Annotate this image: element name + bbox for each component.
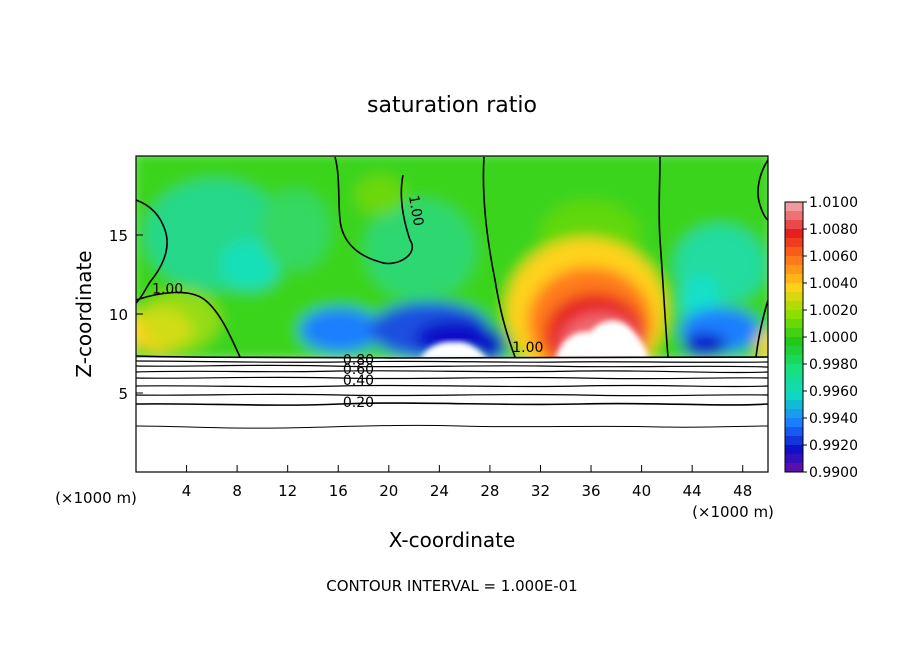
x-tick-label: 48 xyxy=(733,482,752,500)
heatmap-field xyxy=(136,156,768,472)
contour-label: 1.00 xyxy=(512,340,543,356)
y-tick-label: 15 xyxy=(109,227,128,245)
contour-label: 0.60 xyxy=(343,362,374,378)
colorbar-swatch xyxy=(785,283,803,293)
colorbar-swatch xyxy=(785,373,803,383)
x-unit-right: (×1000 m) xyxy=(692,503,774,521)
contour-label: 1.00 xyxy=(152,281,183,297)
colorbar-swatch xyxy=(785,301,803,311)
colorbar-swatch xyxy=(785,265,803,275)
colorbar: 1.0100 1.0080 1.0060 1.0040 1.0020 1.0000 0.99… xyxy=(784,195,858,481)
x-tick-label: 36 xyxy=(581,482,600,500)
contour-label: 1.00 xyxy=(405,194,426,227)
colorbar-swatch xyxy=(785,274,803,284)
chart-title: saturation ratio xyxy=(367,93,537,118)
colorbar-level-label: 0.9960 xyxy=(809,384,858,400)
x-tick-label: 16 xyxy=(329,482,348,500)
colorbar-swatch xyxy=(785,247,803,257)
x-tick-label: 4 xyxy=(182,482,192,500)
contour-label: 0.40 xyxy=(343,373,374,389)
colorbar-swatch xyxy=(785,391,803,401)
contour-label: 0.20 xyxy=(343,395,374,411)
colorbar-level-label: 1.0080 xyxy=(809,222,858,238)
colorbar-level-label: 1.0060 xyxy=(809,249,858,265)
colorbar-level-label: 1.0000 xyxy=(809,330,858,346)
colorbar-swatch xyxy=(785,382,803,392)
x-tick-label: 8 xyxy=(232,482,242,500)
colorbar-level-label: 0.9900 xyxy=(809,465,858,481)
colorbar-swatch xyxy=(785,418,803,428)
colorbar-swatch xyxy=(785,445,803,455)
contour-labels: 1.00 1.00 1.00 0.800.600.40 0.20 xyxy=(152,194,543,411)
colorbar-level-label: 1.0100 xyxy=(809,195,858,211)
colorbar-swatch xyxy=(785,229,803,239)
x-tick-label: 28 xyxy=(480,482,499,500)
contour-interval-note: CONTOUR INTERVAL = 1.000E-01 xyxy=(326,577,577,595)
colorbar-level-label: 0.9980 xyxy=(809,357,858,373)
x-axis-ticks: 4 8 12 16 20 24 28 32 36 40 44 48 xyxy=(182,465,752,500)
colorbar-swatch xyxy=(785,238,803,248)
colorbar-swatch xyxy=(785,364,803,374)
x-tick-label: 40 xyxy=(632,482,651,500)
y-axis-label: Z-coordinate xyxy=(72,250,96,377)
x-tick-label: 20 xyxy=(379,482,398,500)
y-tick-label: 10 xyxy=(109,306,128,324)
contour-low-lines xyxy=(136,360,768,429)
contour-one-lines xyxy=(136,156,768,359)
colorbar-swatch xyxy=(785,319,803,329)
x-axis-label: X-coordinate xyxy=(389,528,516,552)
colorbar-swatch xyxy=(785,427,803,437)
colorbar-swatch xyxy=(785,292,803,302)
colorbar-swatch xyxy=(785,211,803,221)
colorbar-swatch xyxy=(785,346,803,356)
x-tick-label: 12 xyxy=(278,482,297,500)
colorbar-swatch xyxy=(785,310,803,320)
colorbar-swatch xyxy=(785,355,803,365)
colorbar-swatch xyxy=(785,463,803,473)
y-axis-ticks: 5 10 15 xyxy=(109,227,143,403)
x-unit-left: (×1000 m) xyxy=(55,489,137,507)
colorbar-swatch xyxy=(785,220,803,230)
colorbar-swatch xyxy=(785,256,803,266)
colorbar-swatch xyxy=(785,328,803,338)
x-tick-label: 32 xyxy=(531,482,550,500)
y-tick-label: 5 xyxy=(118,385,128,403)
colorbar-swatch xyxy=(785,202,803,212)
colorbar-level-label: 0.9940 xyxy=(809,411,858,427)
x-tick-label: 44 xyxy=(683,482,702,500)
colorbar-swatch xyxy=(785,454,803,464)
x-tick-label: 24 xyxy=(430,482,449,500)
colorbar-swatch xyxy=(785,337,803,347)
colorbar-level-label: 1.0040 xyxy=(809,276,858,292)
contour-label: 0.80 xyxy=(343,353,374,369)
colorbar-level-label: 0.9920 xyxy=(809,438,858,454)
colorbar-swatch xyxy=(785,409,803,419)
colorbar-level-label: 1.0020 xyxy=(809,303,858,319)
colorbar-swatch xyxy=(785,436,803,446)
colorbar-swatch xyxy=(785,400,803,410)
